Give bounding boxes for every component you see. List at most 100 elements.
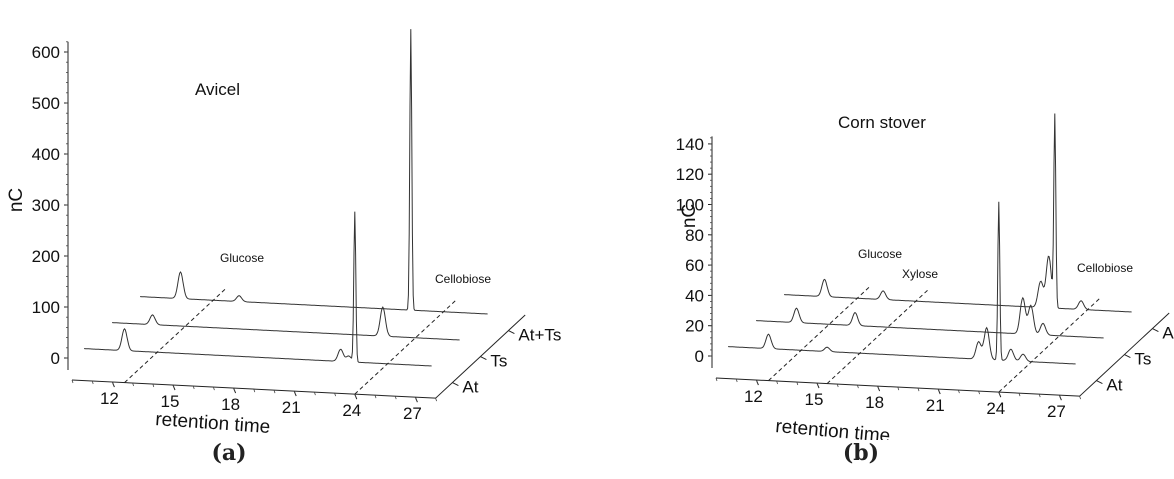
x-minor-tick <box>233 387 235 392</box>
y-tick-label: 500 <box>32 94 60 113</box>
depth-label: Ts <box>1134 350 1151 369</box>
annotation-label: Cellobiose <box>435 272 491 286</box>
x-minor-tick <box>735 378 738 383</box>
y-axis-label: nC <box>6 188 27 212</box>
y-tick-label: 100 <box>676 196 704 215</box>
depth-label: At <box>462 378 478 397</box>
chart-a-svg: 0 100 200 300 400 500 600 nC 12 15 18 21 24 27 retenti… <box>6 29 561 438</box>
guide-dashed-line <box>124 288 226 383</box>
y-tick-label: 0 <box>51 349 60 368</box>
y-tick-label: 200 <box>32 247 60 266</box>
depth-tick <box>452 382 459 387</box>
guide-dashed-line <box>768 286 870 381</box>
x-minor-tick <box>293 390 296 395</box>
chart-title: Avicel <box>195 80 240 99</box>
x-minor-tick <box>937 388 940 393</box>
series-trace-ts <box>756 296 1104 339</box>
x-tick-label: 24 <box>986 399 1005 418</box>
x-minor-tick <box>273 389 276 394</box>
x-minor-tick <box>917 387 920 392</box>
x-tick-label: 21 <box>282 398 301 417</box>
x-minor-tick <box>132 382 134 387</box>
x-minor-tick <box>715 377 718 382</box>
y-tick-label: 0 <box>695 347 704 366</box>
x-tick-label: 27 <box>403 404 422 423</box>
depth-tick <box>508 330 515 335</box>
chart-b-svg: 0 20 40 60 80 100 120 140 nC 12 15 18 21 24 27 retentio… <box>676 113 1174 440</box>
y-tick-label: 80 <box>685 226 704 245</box>
x-minor-tick <box>1079 396 1081 400</box>
x-axis-label: retention time <box>155 409 271 438</box>
y-tick-label: 100 <box>32 298 60 317</box>
x-minor-tick <box>71 379 74 384</box>
x-minor-tick <box>394 396 397 400</box>
guide-dashed-line <box>354 300 456 395</box>
x-minor-tick <box>1059 395 1061 399</box>
x-minor-tick <box>756 379 758 384</box>
x-minor-tick <box>91 380 94 385</box>
depth-axis-line <box>1079 312 1170 397</box>
x-minor-tick <box>1038 394 1041 398</box>
x-tick-label: 21 <box>926 396 945 415</box>
x-tick-label: 15 <box>805 390 824 409</box>
x-minor-tick <box>877 385 879 390</box>
x-minor-tick <box>897 386 900 391</box>
y-tick-label: 60 <box>685 256 704 275</box>
y-tick-label: 120 <box>676 165 704 184</box>
x-tick-label: 12 <box>100 389 119 408</box>
series-trace-atplusts <box>784 113 1132 313</box>
depth-label: At+Ts <box>1162 324 1174 343</box>
x-tick-label: 27 <box>1047 402 1066 421</box>
series-trace-ts <box>112 306 460 341</box>
x-minor-tick <box>776 380 778 385</box>
depth-tick <box>1096 380 1103 385</box>
chart-title: Corn stover <box>838 113 926 132</box>
x-minor-tick <box>253 388 256 393</box>
panel-label-a: (a) <box>211 440 247 466</box>
depth-tick <box>480 356 487 361</box>
depth-label: At <box>1106 376 1122 395</box>
depth-label: At+Ts <box>518 326 561 345</box>
x-minor-tick <box>998 392 1001 396</box>
x-minor-tick <box>978 391 980 395</box>
x-tick-label: 18 <box>221 395 240 414</box>
panel-label-b: (b) <box>842 440 880 466</box>
x-tick-label: 18 <box>865 393 884 412</box>
x-tick-label: 12 <box>744 387 763 406</box>
x-minor-tick <box>354 394 357 398</box>
guide-dashed-line <box>826 289 929 384</box>
x-minor-tick <box>836 383 839 388</box>
x-tick-label: 24 <box>342 401 361 420</box>
x-minor-tick <box>857 384 859 389</box>
x-minor-tick <box>816 382 819 387</box>
annotation-label: Xylose <box>902 267 938 281</box>
x-minor-tick <box>334 393 336 397</box>
x-minor-tick <box>112 381 114 386</box>
y-tick-label: 600 <box>32 43 60 62</box>
y-tick-label: 140 <box>676 135 704 154</box>
chart-panel-b: 0 20 40 60 80 100 120 140 nC 12 15 18 21 24 27 retentio… <box>587 0 1174 479</box>
x-minor-tick <box>152 383 155 388</box>
x-minor-tick <box>435 398 437 402</box>
chart-panel-a: 0 100 200 300 400 500 600 nC 12 15 18 21 24 27 retenti… <box>6 29 561 466</box>
annotation-label: Cellobiose <box>1077 261 1133 275</box>
y-tick-label: 400 <box>32 145 60 164</box>
depth-tick <box>1152 328 1159 333</box>
y-tick-label: 40 <box>685 286 704 305</box>
x-minor-tick <box>415 397 417 401</box>
depth-label: Ts <box>490 352 507 371</box>
x-tick-label: 15 <box>161 392 180 411</box>
x-minor-tick <box>374 395 377 399</box>
y-tick-label: 300 <box>32 196 60 215</box>
annotation-label: Glucose <box>858 247 902 261</box>
x-minor-tick <box>172 384 175 389</box>
x-minor-tick <box>192 385 195 390</box>
x-minor-tick <box>958 389 960 394</box>
y-tick-label: 20 <box>685 317 704 336</box>
series-trace-at <box>84 211 432 367</box>
annotation-label: Glucose <box>220 251 264 265</box>
x-minor-tick <box>1018 393 1021 397</box>
y-axis-label: nC <box>679 204 700 228</box>
depth-tick <box>1124 354 1131 359</box>
guide-dashed-line <box>998 298 1100 393</box>
